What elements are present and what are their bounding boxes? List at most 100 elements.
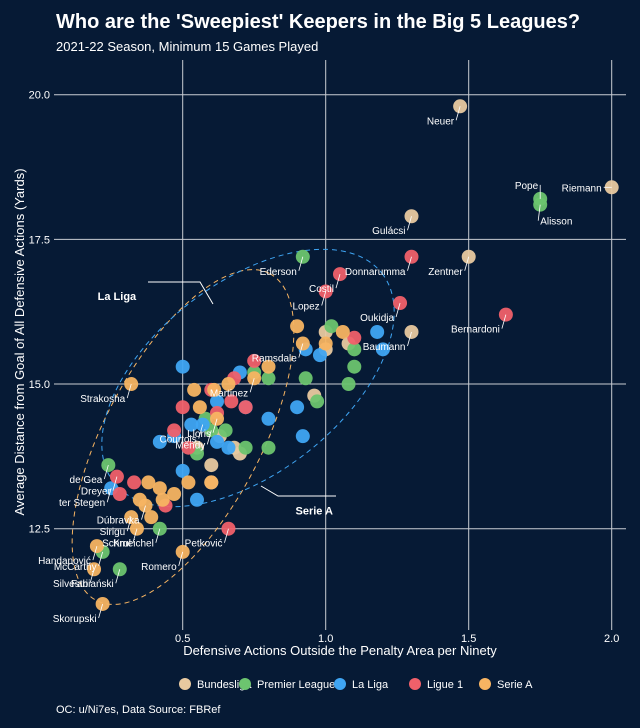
data-point [192, 400, 207, 415]
point-label: Ramsdale [252, 354, 297, 365]
point-label-leader [212, 418, 218, 433]
point-label: de Gea [70, 475, 103, 486]
point-label-leader [298, 256, 304, 271]
data-point [290, 319, 305, 334]
data-point [335, 324, 350, 339]
data-point [167, 423, 182, 438]
point-label-leader [178, 551, 184, 566]
data-point [167, 487, 182, 502]
point-label: Bernardoni [451, 325, 500, 336]
data-point [224, 394, 239, 409]
point-label-leader [98, 551, 104, 566]
point-label: Mendy [175, 440, 205, 451]
legend-swatch [409, 678, 421, 690]
chart-title: Who are the 'Sweepiest' Keepers in the B… [56, 11, 580, 33]
data-point [155, 492, 170, 507]
point-label: Schmeichel [102, 539, 154, 550]
serie-a-ellipse [71, 269, 295, 605]
point-label-leader [155, 528, 161, 543]
caption: OC: u/Ni7es, Data Source: FBRef [56, 704, 221, 716]
legend-label: Bundesliga [197, 679, 252, 691]
data-point [370, 324, 385, 339]
data-point [290, 400, 305, 415]
point-label-leader [537, 204, 541, 221]
point-label-leader [249, 378, 255, 393]
point-label-leader [407, 331, 412, 347]
point-label: McCarthy [54, 562, 97, 573]
point-labels: Neuer Riemann Gulácsi Zentner Baumann Pope Ali… [38, 106, 612, 625]
point-label-leader [395, 302, 401, 318]
data-point [347, 330, 362, 345]
data-point [144, 510, 159, 525]
serie-a-leader-line [260, 485, 336, 497]
data-point [175, 359, 190, 374]
data-point [152, 481, 167, 496]
point-label: Baumann [363, 342, 406, 353]
annotation-label: La Liga [98, 291, 137, 303]
point-label: Zentner [428, 267, 463, 278]
point-label-leader [126, 383, 132, 399]
legend-swatch [479, 678, 491, 690]
y-tick-label: 15.0 [29, 379, 50, 391]
data-point [298, 371, 313, 386]
data-point [221, 377, 236, 392]
data-point [187, 382, 202, 397]
point-label-leader [407, 216, 412, 231]
point-label-leader [464, 256, 470, 271]
data-point [112, 487, 127, 502]
point-label-leader [224, 528, 229, 543]
data-point [261, 440, 276, 455]
data-point [204, 458, 219, 473]
point-label: Pope [515, 181, 539, 192]
point-label: Lopez [292, 301, 319, 312]
legend: Bundesliga Premier League La Liga Ligue 1 Se… [179, 678, 533, 691]
point-label-leader [103, 464, 109, 480]
legend-swatch [239, 678, 251, 690]
data-point [127, 475, 142, 490]
data-point [318, 336, 333, 351]
data-point [261, 371, 276, 386]
point-label: Handanović [38, 556, 91, 567]
legend-swatch [179, 678, 191, 690]
data-point [181, 440, 196, 455]
point-label: Dreyer [81, 487, 112, 498]
point-label-leader [321, 291, 327, 306]
point-label: Romero [141, 562, 177, 573]
point-label: Gulácsi [372, 226, 405, 237]
y-tick-label: 20.0 [29, 90, 50, 102]
y-axis-label: Average Distance from Goal of All Defens… [12, 168, 27, 515]
data-point [207, 382, 222, 397]
point-label: Alisson [540, 217, 572, 228]
point-label-leader [298, 343, 304, 358]
data-point [141, 475, 156, 490]
data-point [347, 359, 362, 374]
x-tick-label: 1.0 [318, 633, 333, 645]
point-label-leader [407, 256, 412, 271]
data-point [341, 377, 356, 392]
data-point [295, 429, 310, 444]
data-point [184, 417, 199, 432]
point-label: Strakosha [80, 394, 125, 405]
point-label-leader [198, 424, 204, 439]
point-label-leader [501, 314, 507, 329]
point-label-leader [126, 517, 132, 532]
legend-label: Serie A [497, 679, 533, 691]
y-tick-label: 17.5 [29, 234, 50, 246]
point-label-leader [89, 569, 95, 584]
point-label: Neuer [427, 116, 455, 127]
legend-label: Ligue 1 [427, 679, 463, 691]
data-point [261, 411, 276, 426]
point-label-leader [132, 528, 138, 543]
point-label: Costil [309, 284, 334, 295]
legend-label: Premier League [257, 679, 335, 691]
data-point [132, 492, 147, 507]
data-point [238, 440, 253, 455]
data-point [175, 463, 190, 478]
la-liga-leader-line [148, 281, 214, 305]
chart-subtitle: 2021-22 Season, Minimum 15 Games Played [56, 39, 318, 54]
data-point [190, 492, 204, 507]
point-label: Fabiański [71, 579, 114, 590]
point-label-leader [112, 476, 118, 491]
point-label: Petković [185, 539, 223, 550]
point-label: Courtois [159, 435, 196, 446]
